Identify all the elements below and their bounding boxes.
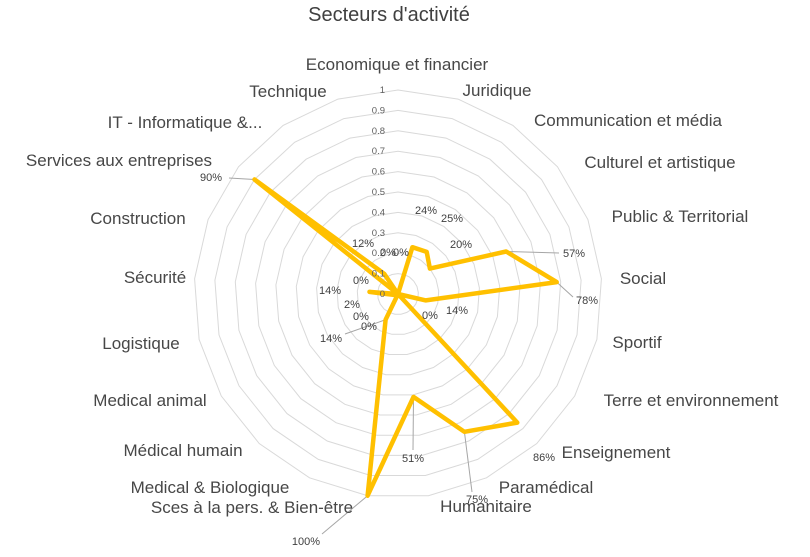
- category-label: Sécurité: [124, 268, 186, 287]
- category-label: Social: [620, 269, 666, 288]
- category-label: Sportif: [612, 333, 661, 352]
- data-label: 14%: [320, 333, 342, 345]
- axis-tick-label: 0.9: [372, 105, 385, 116]
- data-label: 25%: [441, 213, 463, 225]
- data-label-leader-line: [321, 495, 368, 535]
- data-label: 57%: [563, 248, 585, 260]
- data-label: 86%: [533, 452, 555, 464]
- axis-tick-label: 1: [380, 85, 385, 96]
- data-label: 0%: [361, 321, 377, 333]
- axis-tick-label: 0.8: [372, 126, 385, 137]
- grid-ring: [356, 252, 440, 335]
- data-label: 51%: [402, 453, 424, 465]
- grid-ring: [275, 171, 521, 416]
- data-label: 14%: [446, 305, 468, 317]
- category-label: Services aux entreprises: [26, 151, 212, 170]
- series-layer: [252, 177, 559, 498]
- grid-ring: [377, 273, 419, 315]
- category-label: Technique: [249, 82, 327, 101]
- data-label: 0%: [380, 247, 396, 259]
- category-label: Public & Territorial: [612, 207, 749, 226]
- data-label: 90%: [200, 172, 222, 184]
- axis-tick-label: 0.1: [372, 269, 385, 280]
- labels-layer: 0 0.1 0.2 0.3 0.4 0.5 0.6 0.7 0.8 0.9 1 0% 24% 25% 20%…: [26, 55, 779, 548]
- data-label: 20%: [450, 239, 472, 251]
- axis-tick-label: 0.7: [372, 146, 385, 157]
- category-label: Medical & Biologique: [131, 478, 290, 497]
- category-label: IT - Informatique &...: [108, 113, 263, 132]
- data-label: 12%: [352, 238, 374, 250]
- category-label: Economique et financier: [306, 55, 489, 74]
- data-label: 75%: [466, 494, 488, 506]
- data-label-leader-line: [556, 281, 574, 298]
- chart-title: Secteurs d'activité: [308, 4, 470, 26]
- axis-tick-label: 0.4: [372, 207, 385, 218]
- data-label-leader-line: [506, 251, 560, 254]
- data-label: 14%: [319, 285, 341, 297]
- data-label-leader-line: [412, 396, 414, 451]
- axis-tick-label: 0.2: [372, 248, 385, 259]
- data-label: 0%: [353, 275, 369, 287]
- data-label-leader-line: [228, 177, 255, 180]
- data-label-leader-line: [344, 319, 386, 335]
- category-label: Construction: [90, 209, 185, 228]
- category-label: Médical humain: [123, 441, 242, 460]
- axis-tick-label: 0.6: [372, 167, 385, 178]
- grid-ring: [214, 109, 582, 476]
- category-label: Culturel et artistique: [584, 153, 735, 172]
- category-label: Humanitaire: [440, 497, 532, 516]
- data-series-polygon: [252, 177, 559, 498]
- grid-ring: [295, 191, 501, 396]
- data-label: 78%: [576, 295, 598, 307]
- category-label: Juridique: [463, 81, 532, 100]
- category-label: Communication et média: [534, 111, 723, 130]
- category-label: Enseignement: [562, 443, 671, 462]
- axis-tick-label: 0.5: [372, 187, 385, 198]
- data-label: 2%: [344, 299, 360, 311]
- leader-lines-layer: [228, 177, 574, 535]
- data-label-leader-line: [463, 431, 473, 493]
- data-label: 24%: [415, 205, 437, 217]
- category-label: Terre et environnement: [604, 391, 779, 410]
- category-label: Paramédical: [499, 478, 594, 497]
- data-label: 0%: [353, 311, 369, 323]
- grid-ring: [316, 211, 480, 376]
- data-label: 0%: [422, 310, 438, 322]
- axis-tick-label: 0: [380, 289, 385, 300]
- data-label: 100%: [292, 536, 320, 548]
- axis-tick-label: 0.3: [372, 228, 385, 239]
- category-label: Sces à la pers. & Bien-être: [151, 498, 353, 517]
- data-label: 0%: [393, 247, 409, 259]
- grid-ring: [234, 130, 562, 456]
- category-label: Medical animal: [93, 391, 206, 410]
- grid-ring: [194, 89, 602, 497]
- category-label: Logistique: [102, 334, 180, 353]
